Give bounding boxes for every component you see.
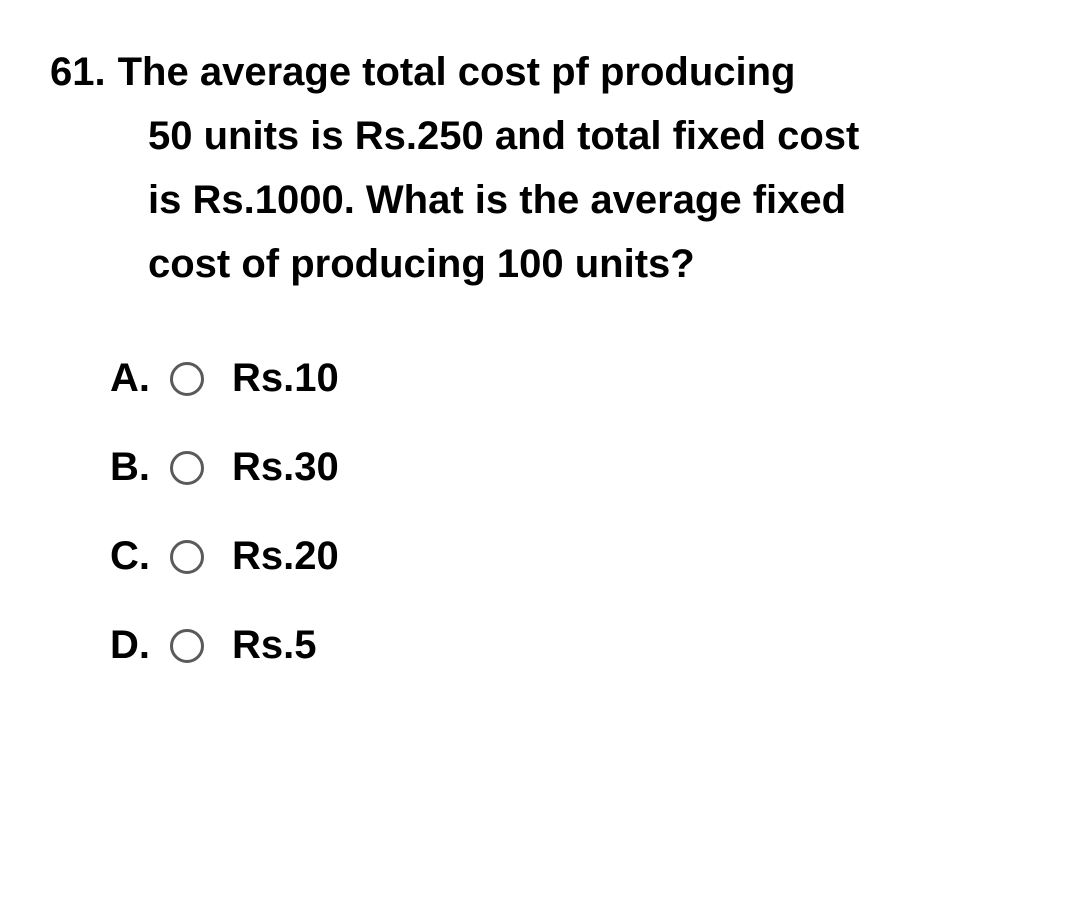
radio-icon[interactable] (170, 362, 204, 396)
option-letter: C. (110, 534, 170, 579)
option-row-d[interactable]: D. Rs.5 (110, 623, 1030, 668)
option-letter: A. (110, 356, 170, 401)
options-block: A. Rs.10 B. Rs.30 C. Rs.20 D. Rs.5 (50, 356, 1030, 668)
option-letter: B. (110, 445, 170, 490)
radio-icon[interactable] (170, 629, 204, 663)
option-text: Rs.5 (232, 623, 317, 668)
question-text-line-4: cost of producing 100 units? (50, 232, 1030, 296)
question-text-line-2: 50 units is Rs.250 and total fixed cost (50, 104, 1030, 168)
radio-icon[interactable] (170, 540, 204, 574)
question-first-line: 61. The average total cost pf producing (50, 40, 1030, 104)
option-text: Rs.10 (232, 356, 339, 401)
question-block: 61. The average total cost pf producing … (50, 40, 1030, 296)
option-row-b[interactable]: B. Rs.30 (110, 445, 1030, 490)
option-text: Rs.20 (232, 534, 339, 579)
radio-icon[interactable] (170, 451, 204, 485)
question-number: 61. (50, 40, 106, 104)
option-row-a[interactable]: A. Rs.10 (110, 356, 1030, 401)
option-row-c[interactable]: C. Rs.20 (110, 534, 1030, 579)
option-text: Rs.30 (232, 445, 339, 490)
question-text-line-1: The average total cost pf producing (118, 40, 796, 104)
option-letter: D. (110, 623, 170, 668)
question-text-line-3: is Rs.1000. What is the average fixed (50, 168, 1030, 232)
